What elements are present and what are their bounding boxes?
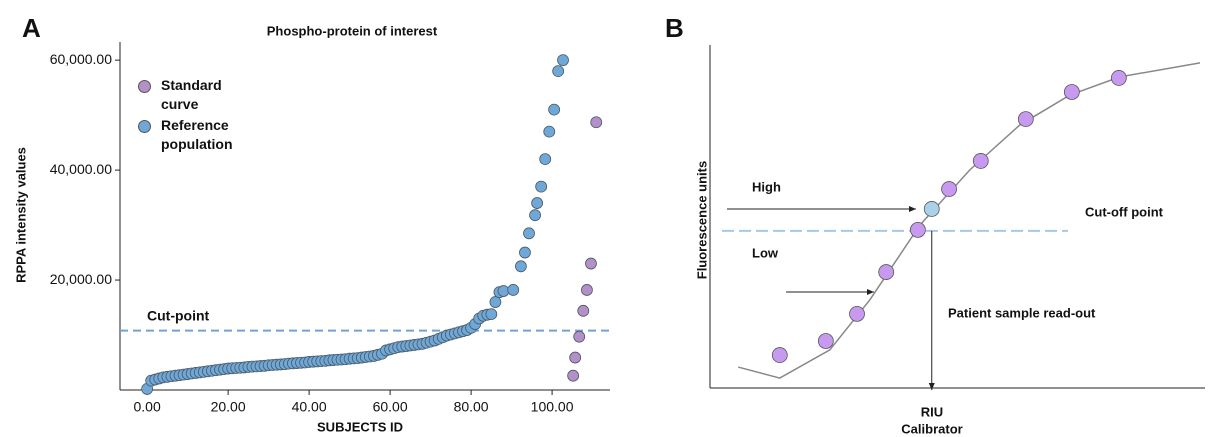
x-tick-label: 60.00 xyxy=(373,399,408,415)
data-point xyxy=(531,197,544,209)
x-tick-label: 100.00 xyxy=(531,399,574,415)
y-axis-label: Fluorescence units xyxy=(694,161,709,279)
annotation: Low xyxy=(752,245,779,260)
data-point xyxy=(519,246,531,259)
data-point xyxy=(497,285,510,297)
data-point xyxy=(557,54,569,67)
panel-label: B xyxy=(665,13,684,43)
y-axis-label: RPPA intensity values xyxy=(13,147,28,283)
data-point xyxy=(548,103,561,116)
x-tick-label: 0.00 xyxy=(134,399,161,415)
data-point xyxy=(910,221,926,238)
y-tick-label: 40,000.00 xyxy=(50,161,112,177)
x-axis-label: SUBJECTS ID xyxy=(317,419,403,434)
y-tick-label: 60,000.00 xyxy=(50,51,112,67)
data-point xyxy=(849,306,865,322)
annotation: Cut-off point xyxy=(1085,204,1164,219)
y-tick-label: 20,000.00 xyxy=(50,271,112,287)
x-tick-label: 20.00 xyxy=(211,399,246,415)
data-point xyxy=(573,330,586,343)
data-point xyxy=(941,181,957,197)
data-point xyxy=(590,116,603,129)
legend-entry: Reference population xyxy=(138,117,261,154)
legend: Standard curve Reference population xyxy=(138,77,261,158)
chart-title: Phospho-protein of interest xyxy=(267,23,438,38)
data-point xyxy=(972,153,989,169)
data-point xyxy=(523,227,535,240)
data-point xyxy=(878,264,895,280)
data-point xyxy=(543,125,556,138)
x-tick-label: 40.00 xyxy=(292,399,327,415)
x-axis-sublabel: Calibrator xyxy=(901,421,962,436)
data-point xyxy=(535,180,548,193)
legend-swatch xyxy=(138,120,151,133)
data-point xyxy=(581,284,593,296)
x-axis-label: RIU xyxy=(921,404,943,419)
legend-swatch xyxy=(138,80,151,93)
legend-label: Standard curve xyxy=(161,77,222,112)
annotation: Cut-point xyxy=(147,308,210,324)
data-point xyxy=(1063,84,1080,100)
data-point xyxy=(539,153,552,165)
data-point xyxy=(1110,70,1127,86)
data-point xyxy=(485,308,498,321)
legend-entry: Standard curve xyxy=(138,77,261,114)
data-point xyxy=(569,351,582,364)
patient-point xyxy=(923,201,940,217)
annotation: High xyxy=(752,179,781,194)
annotation: Patient sample read-out xyxy=(948,305,1096,320)
panel-label: A xyxy=(22,13,41,43)
data-point xyxy=(515,260,527,273)
data-point xyxy=(552,65,565,78)
data-point xyxy=(585,257,597,270)
data-point xyxy=(489,296,502,308)
data-point xyxy=(567,369,580,382)
data-point xyxy=(771,347,788,363)
data-point xyxy=(529,209,541,222)
legend-label: Reference population xyxy=(161,117,233,152)
data-point xyxy=(507,284,520,296)
data-point xyxy=(1017,111,1034,127)
data-point xyxy=(577,304,590,317)
x-tick-label: 80.00 xyxy=(454,399,489,415)
data-point xyxy=(817,333,834,349)
curve xyxy=(738,62,1201,379)
